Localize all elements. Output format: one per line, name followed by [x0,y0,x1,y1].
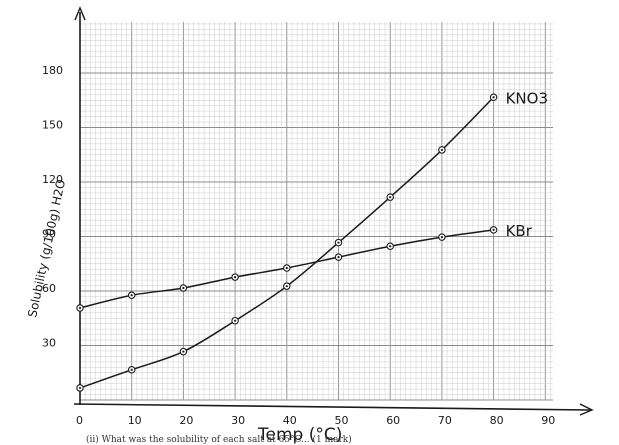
y-axis-label: Solubility (g/100g) H2O [25,178,68,318]
series-lines: KNO3 KBr [76,89,548,392]
data-point-center [389,245,392,248]
data-point-center [78,306,82,310]
data-point-center [234,319,237,322]
data-point-center [492,96,495,99]
data-point-center [440,148,443,152]
data-point-center [182,286,185,290]
y-tick-label: 30 [42,337,56,350]
data-point-center [234,276,237,279]
data-point-center [130,294,133,297]
x-tick-label: 60 [386,414,400,427]
x-tick-label: 40 [283,414,297,427]
grid [79,22,553,401]
question-caption: (ii) What was the solubility of each sal… [86,435,352,445]
x-tick-label: 70 [438,414,452,427]
x-tick-label: 50 [335,414,349,427]
data-point-center [440,236,443,239]
data-point-center [337,241,340,244]
series-line-kno3 [79,96,495,389]
data-point-center [285,285,288,288]
x-tick-label: 80 [490,414,504,427]
y-tick-label: 180 [42,64,63,77]
axes [73,6,594,416]
y-tick-label: 150 [42,119,63,132]
y-axis-arrow [74,6,86,21]
data-point-center [78,386,82,390]
tick-labels: 0 10 20 30 40 50 60 70 80 90 30 60 90 120 150 180 [42,64,555,427]
x-tick-label: 20 [179,414,193,427]
y-tick-label: 60 [42,282,56,295]
x-tick-label: 90 [541,414,555,427]
x-tick-label: 10 [128,414,142,427]
data-point-center [182,350,185,353]
y-tick-label: 90 [42,228,56,241]
series-label-kbr: KBr [506,222,533,240]
x-axis-label: Temp (°C) [257,425,342,445]
series-label-kno3: KNO3 [506,89,548,107]
data-point-center [337,256,340,259]
data-point-center [492,228,495,231]
x-tick-label: 30 [231,414,245,427]
y-tick-label: 120 [42,173,63,186]
x-axis [73,403,591,411]
data-point-center [389,196,392,199]
data-point-center [285,266,288,270]
x-axis-arrow [579,403,594,416]
data-point-center [130,368,133,371]
x-tick-label: 0 [76,414,83,427]
